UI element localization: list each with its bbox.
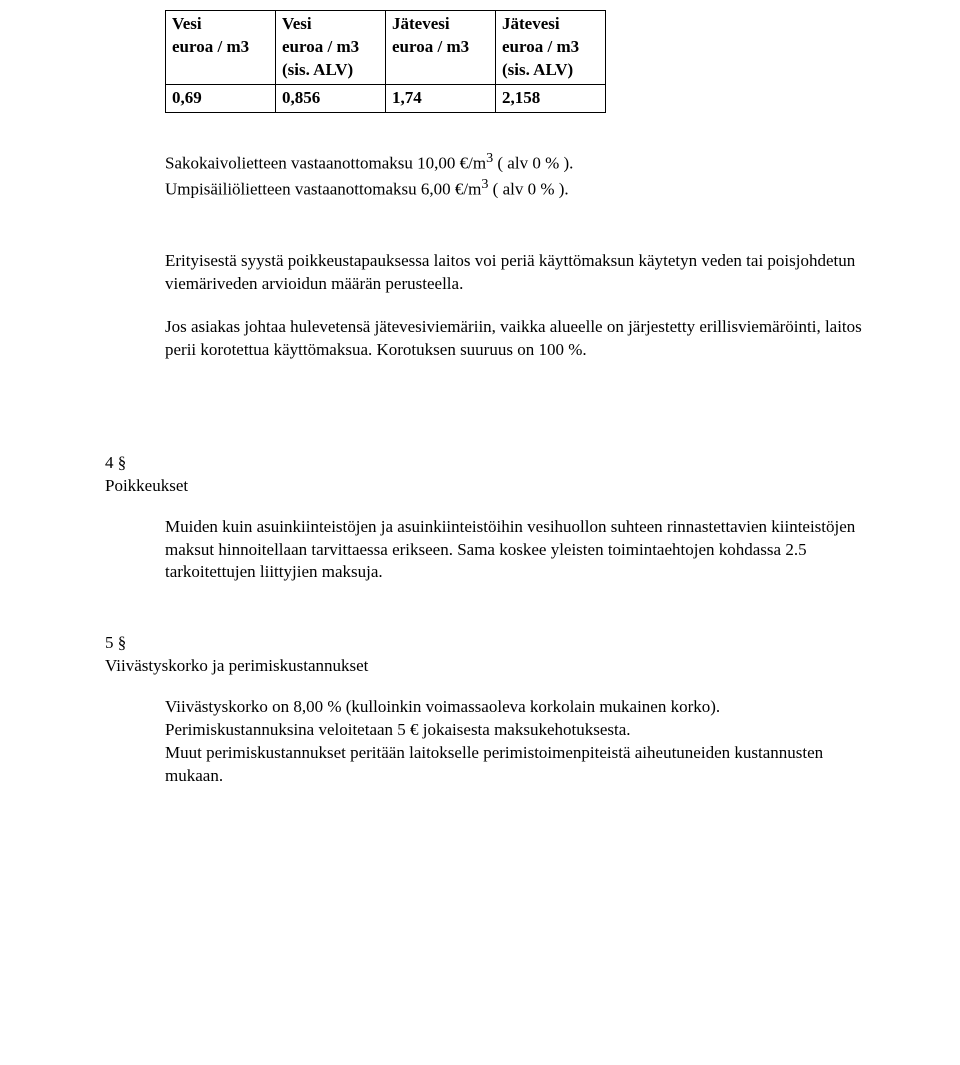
- section-4-title: Poikkeukset: [105, 475, 890, 498]
- umpi-fee-line: Umpisäiliölietteen vastaanottomaksu 6,00…: [165, 175, 880, 202]
- umpi-fee-text: Umpisäiliölietteen vastaanottomaksu 6,00…: [165, 180, 481, 199]
- fee-block: Sakokaivolietteen vastaanottomaksu 10,00…: [165, 149, 880, 202]
- section-5-number: 5 §: [105, 632, 890, 655]
- value-vesi-alv: 0,856: [276, 84, 386, 112]
- section-4-number: 4 §: [105, 452, 890, 475]
- paragraph-special-case: Erityisestä syystä poikkeustapauksessa l…: [165, 250, 880, 296]
- pricing-table: Vesieuroa / m3 Vesieuroa / m3(sis. ALV) …: [165, 10, 606, 113]
- table-header-row: Vesieuroa / m3 Vesieuroa / m3(sis. ALV) …: [166, 11, 606, 85]
- umpi-tail: ( alv 0 % ).: [488, 180, 568, 199]
- table-value-row: 0,69 0,856 1,74 2,158: [166, 84, 606, 112]
- section-5-title: Viivästyskorko ja perimiskustannukset: [105, 655, 890, 678]
- col-header-vesi: Vesieuroa / m3: [166, 11, 276, 85]
- section-5-line-2: Perimiskustannuksina veloitetaan 5 € jok…: [165, 719, 880, 742]
- section-5-heading: 5 § Viivästyskorko ja perimiskustannukse…: [105, 632, 890, 678]
- section-5-line-1: Viivästyskorko on 8,00 % (kulloinkin voi…: [165, 696, 880, 719]
- value-jatevesi-alv: 2,158: [496, 84, 606, 112]
- sako-fee-text: Sakokaivolietteen vastaanottomaksu 10,00…: [165, 153, 486, 172]
- section-4-heading: 4 § Poikkeukset: [105, 452, 890, 498]
- col-header-vesi-alv: Vesieuroa / m3(sis. ALV): [276, 11, 386, 85]
- col-header-jatevesi: Jätevesieuroa / m3: [386, 11, 496, 85]
- paragraph-hulevesi: Jos asiakas johtaa hulevetensä jätevesiv…: [165, 316, 880, 362]
- section-5-body: Viivästyskorko on 8,00 % (kulloinkin voi…: [165, 696, 880, 788]
- value-jatevesi: 1,74: [386, 84, 496, 112]
- section-5-line-3: Muut perimiskustannukset peritään laitok…: [165, 742, 880, 788]
- sako-tail: ( alv 0 % ).: [493, 153, 573, 172]
- sako-fee-line: Sakokaivolietteen vastaanottomaksu 10,00…: [165, 149, 880, 176]
- section-4-body: Muiden kuin asuinkiinteistöjen ja asuink…: [165, 516, 880, 585]
- col-header-jatevesi-alv: Jätevesieuroa / m3(sis. ALV): [496, 11, 606, 85]
- value-vesi: 0,69: [166, 84, 276, 112]
